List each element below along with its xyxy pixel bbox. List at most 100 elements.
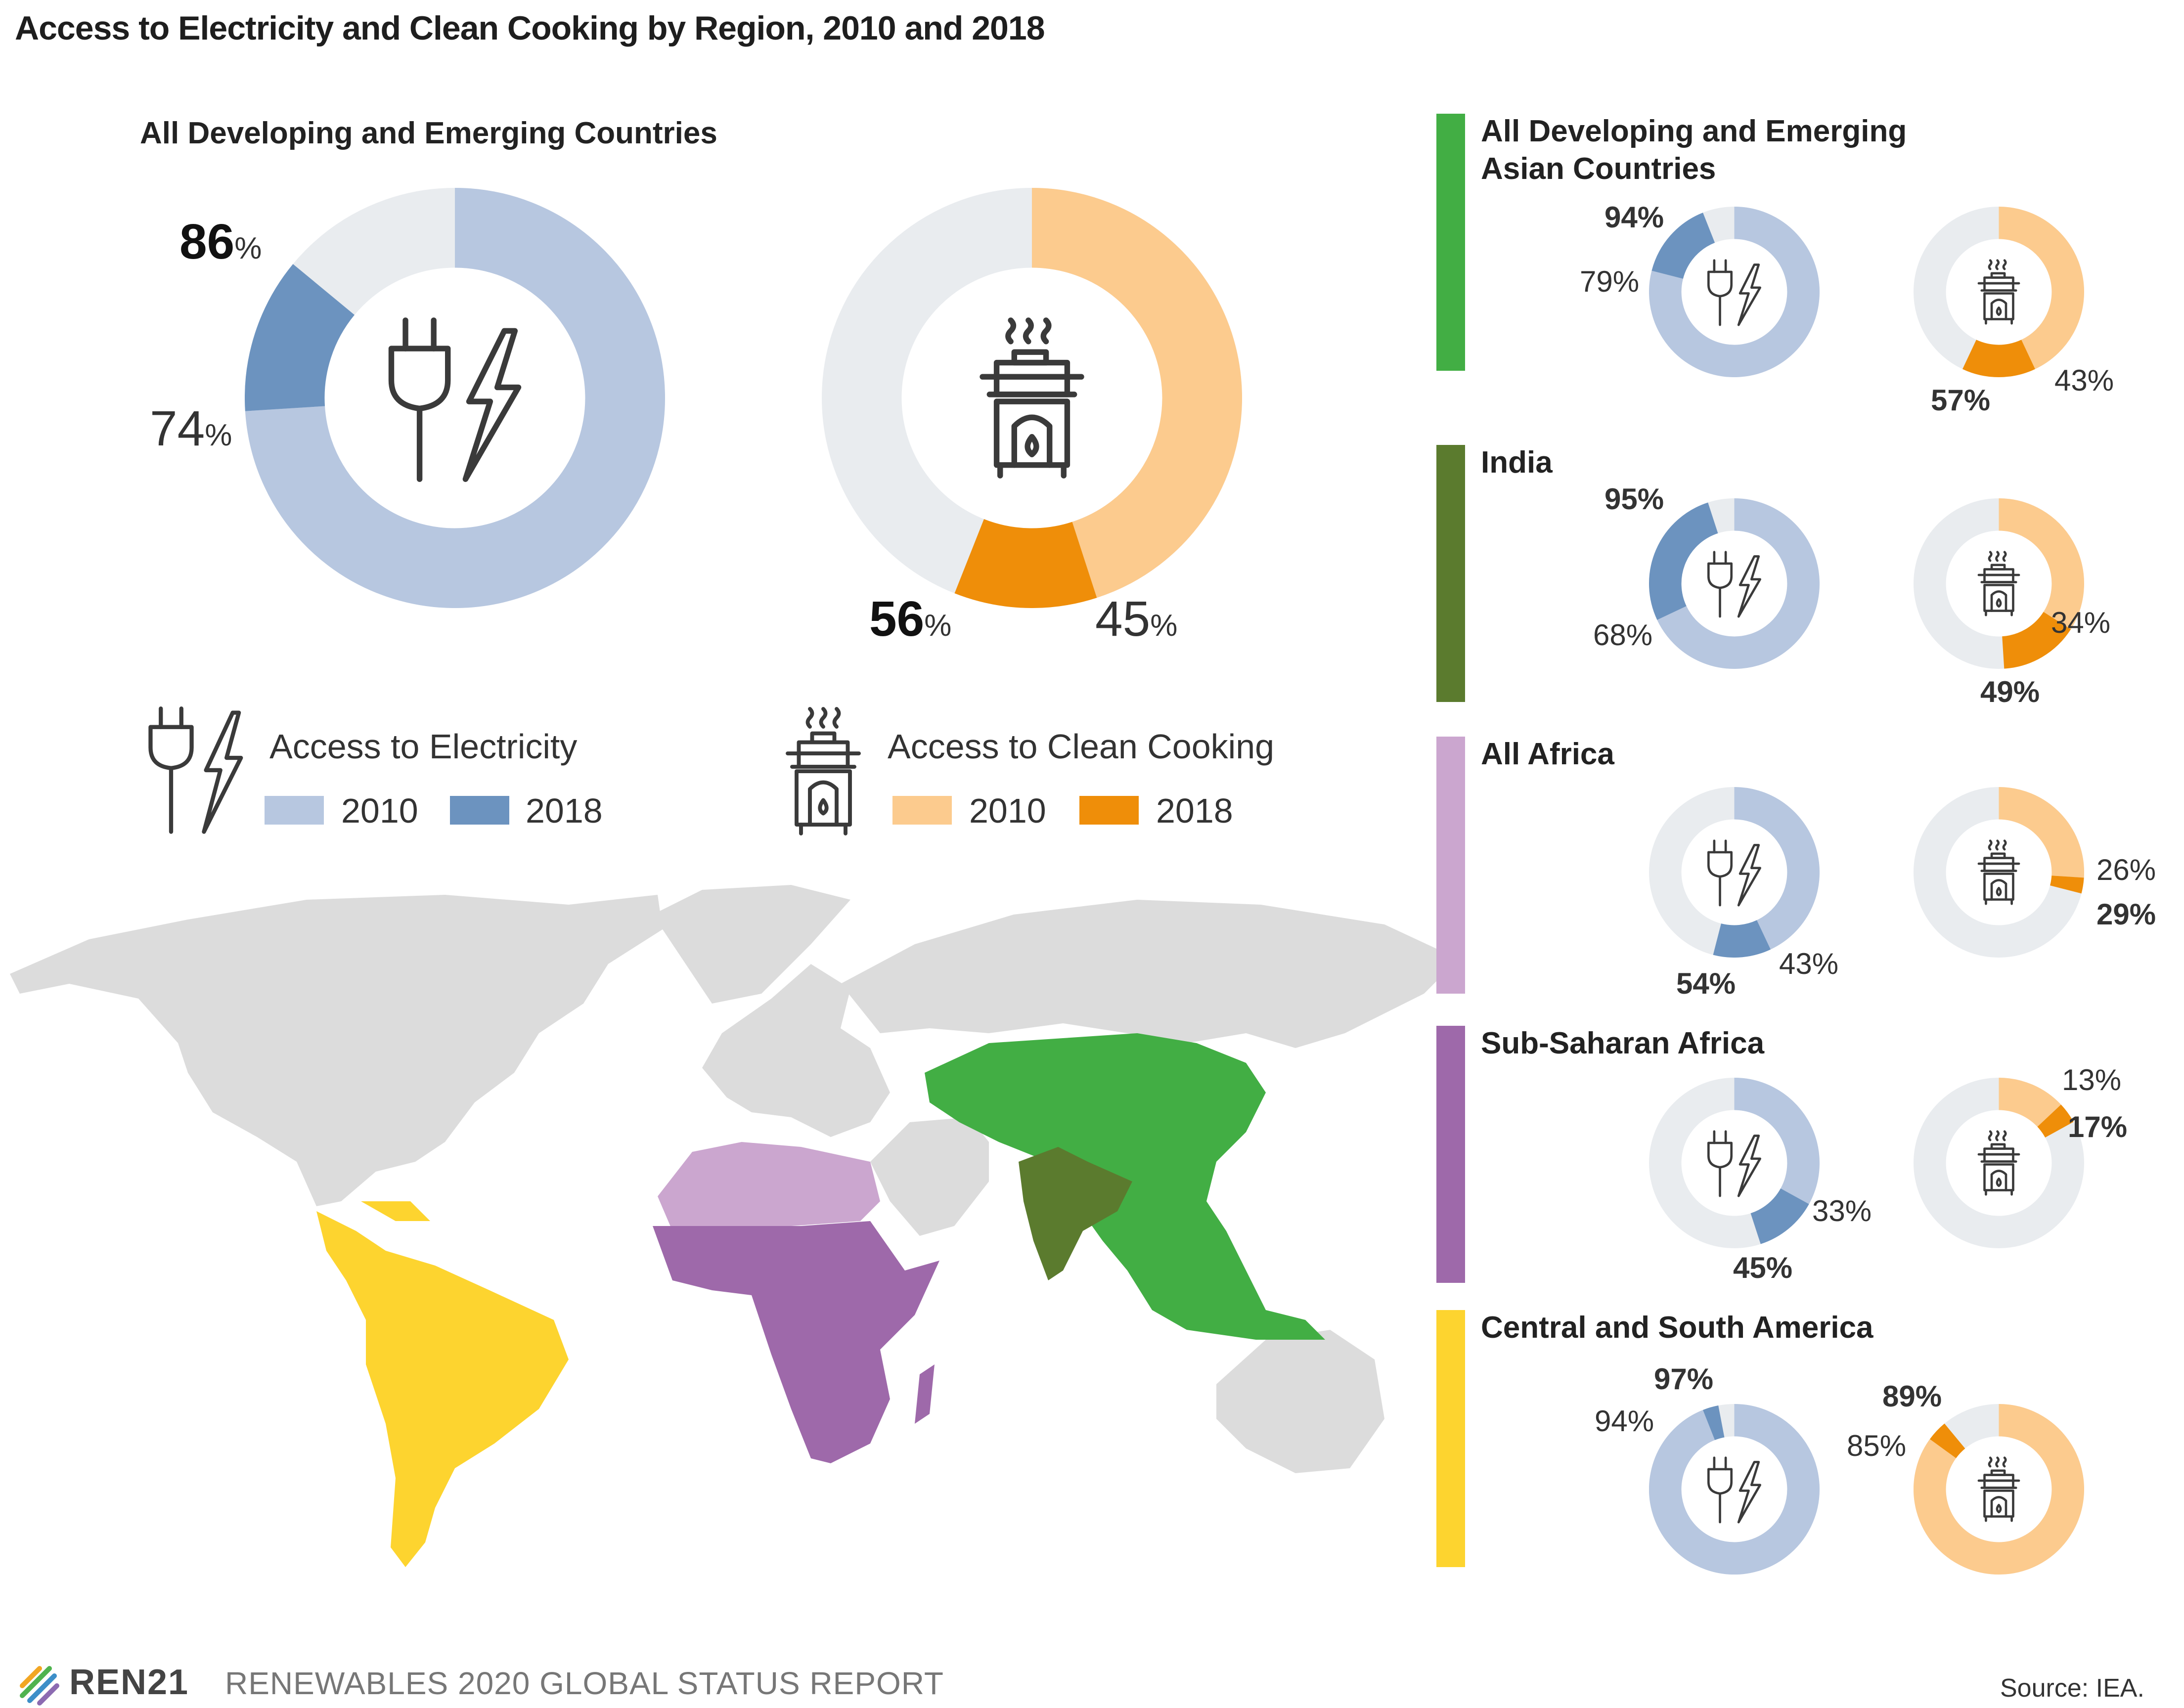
main-cook-2018-label: 56% <box>869 591 952 647</box>
legend-swatch-elec-2010 <box>265 796 324 825</box>
csa-cook-2010-label: 85% <box>1847 1429 1907 1462</box>
africa-elec-2018-label: 54% <box>1676 967 1736 1000</box>
csa-elec-2018-segment <box>1703 1405 1725 1441</box>
map-sub-saharan-africa <box>653 1221 939 1463</box>
asia-elec-2010-segment <box>1649 207 1820 377</box>
legend-electricity-title: Access to Electricity <box>269 727 578 766</box>
main-elec-2018-label: 86% <box>179 214 262 269</box>
plug-lightning-icon <box>1707 259 1761 326</box>
india-elec-2018-label: 95% <box>1605 482 1664 516</box>
main-cook-2010-segment <box>1031 188 1242 598</box>
africa-cook-2010-label: 26% <box>2096 853 2156 886</box>
ssa-cook-2010-label: 13% <box>2062 1063 2122 1096</box>
legend-cook-2018-label: 2018 <box>1156 791 1233 830</box>
asia-cook-2018-label: 57% <box>1931 384 1991 417</box>
asia-electricity-donut <box>1649 207 1820 377</box>
main-electricity-donut <box>245 188 665 608</box>
csa-cook-2018-label: 89% <box>1882 1380 1942 1413</box>
legend-electricity-icon <box>148 706 243 834</box>
plug-lightning-icon <box>1707 839 1761 907</box>
csa-cook-2010-segment <box>1914 1404 2084 1575</box>
main-elec-2010-label: 74% <box>150 401 232 456</box>
cookstove-icon <box>1977 551 2020 616</box>
ssa-elec-2010-segment <box>1734 1078 1820 1204</box>
map-madagascar <box>915 1364 935 1424</box>
africa-elec-2010-label: 43% <box>1779 947 1839 980</box>
ren21-logo-text: REN21 <box>69 1663 189 1702</box>
ssa-elec-2018-segment <box>1750 1188 1809 1244</box>
legend-swatch-cook-2010 <box>892 796 952 825</box>
plug-lightning-icon <box>388 317 522 482</box>
cookstove-icon <box>1977 839 2020 905</box>
africa-cook-2018-segment <box>2050 875 2084 894</box>
world-map <box>10 885 1459 1567</box>
india-cook-2010-label: 34% <box>2051 606 2111 639</box>
plug-lightning-icon <box>1707 551 1761 618</box>
csa-elec-2010-label: 94% <box>1595 1404 1654 1438</box>
region-title-india: India <box>1481 445 1553 480</box>
ssa-cook-2018-segment <box>2037 1104 2074 1138</box>
region-title-asia: All Developing and Emerging Asian Countr… <box>1481 114 1907 186</box>
india-electricity-donut <box>1649 498 1820 669</box>
africa-cooking-donut <box>1914 787 2084 958</box>
india-elec-2010-label: 68% <box>1593 618 1653 652</box>
main-elec-2010-segment <box>245 188 665 608</box>
chart-title: Access to Electricity and Clean Cooking … <box>15 9 1045 47</box>
main-elec-2018-segment <box>245 264 355 411</box>
asia-cook-2018-segment <box>1962 339 2035 377</box>
plug-lightning-icon <box>1707 1130 1761 1197</box>
map-europe <box>702 964 890 1137</box>
asia-cooking-donut <box>1914 207 2084 377</box>
legend-cooking-title: Access to Clean Cooking <box>888 727 1275 766</box>
ssa-electricity-donut <box>1649 1078 1820 1248</box>
legend-swatch-elec-2018 <box>450 796 509 825</box>
region-color-bar-asia <box>1436 114 1465 371</box>
india-cook-2010-segment <box>1998 498 2084 629</box>
ssa-cooking-donut <box>1914 1078 2084 1248</box>
india-cooking-donut <box>1914 498 2084 669</box>
csa-cook-2018-segment <box>1929 1423 1966 1459</box>
asia-elec-2010-label: 79% <box>1580 265 1640 298</box>
india-cook-2018-label: 49% <box>1980 675 2040 708</box>
india-elec-2010-segment <box>1657 498 1820 669</box>
region-title-africa: All Africa <box>1481 737 1614 771</box>
africa-elec-2018-segment <box>1713 920 1771 958</box>
asia-cook-2010-label: 43% <box>2054 364 2114 397</box>
legend-elec-2018-label: 2018 <box>526 791 603 830</box>
map-greenland <box>653 885 850 1004</box>
main-cook-2018-segment <box>954 519 1097 608</box>
main-cook-2010-label: 45% <box>1095 591 1178 647</box>
map-australia <box>1216 1330 1384 1473</box>
csa-electricity-donut <box>1649 1404 1820 1575</box>
cookstove-icon <box>980 317 1084 479</box>
ssa-elec-2018-label: 45% <box>1733 1251 1793 1284</box>
map-india <box>1019 1147 1132 1280</box>
map-central-south-america <box>316 1211 569 1567</box>
region-color-bar-africa <box>1436 737 1465 994</box>
report-name: RENEWABLES 2020 GLOBAL STATUS REPORT <box>225 1665 944 1701</box>
plug-lightning-icon <box>1707 1456 1761 1524</box>
region-color-bar-ssa <box>1436 1026 1465 1283</box>
map-caribbean <box>361 1201 430 1221</box>
cookstove-icon <box>1977 259 2020 325</box>
cookstove-icon <box>1977 1456 2020 1522</box>
africa-cook-2018-label: 29% <box>2096 898 2156 931</box>
source-note: Source: IEA. <box>2000 1674 2144 1703</box>
africa-electricity-donut <box>1649 787 1820 958</box>
asia-cook-2010-segment <box>1998 207 2084 369</box>
asia-elec-2018-label: 94% <box>1605 201 1664 234</box>
asia-elec-2018-segment <box>1651 213 1716 279</box>
map-north-africa <box>658 1142 880 1231</box>
ssa-cook-2018-label: 17% <box>2068 1110 2128 1143</box>
cookstove-icon <box>1977 1130 2020 1196</box>
region-color-bar-csa <box>1436 1310 1465 1567</box>
map-russia <box>841 900 1459 1048</box>
csa-cooking-donut <box>1914 1404 2084 1575</box>
ssa-elec-2010-label: 33% <box>1812 1194 1872 1227</box>
csa-elec-2018-label: 97% <box>1654 1362 1714 1396</box>
legend-swatch-cook-2018 <box>1079 796 1139 825</box>
main-section-title: All Developing and Emerging Countries <box>140 116 717 150</box>
india-cook-2018-segment <box>2002 611 2071 669</box>
map-north-america <box>10 895 663 1206</box>
region-title-csa: Central and South America <box>1481 1311 1873 1345</box>
